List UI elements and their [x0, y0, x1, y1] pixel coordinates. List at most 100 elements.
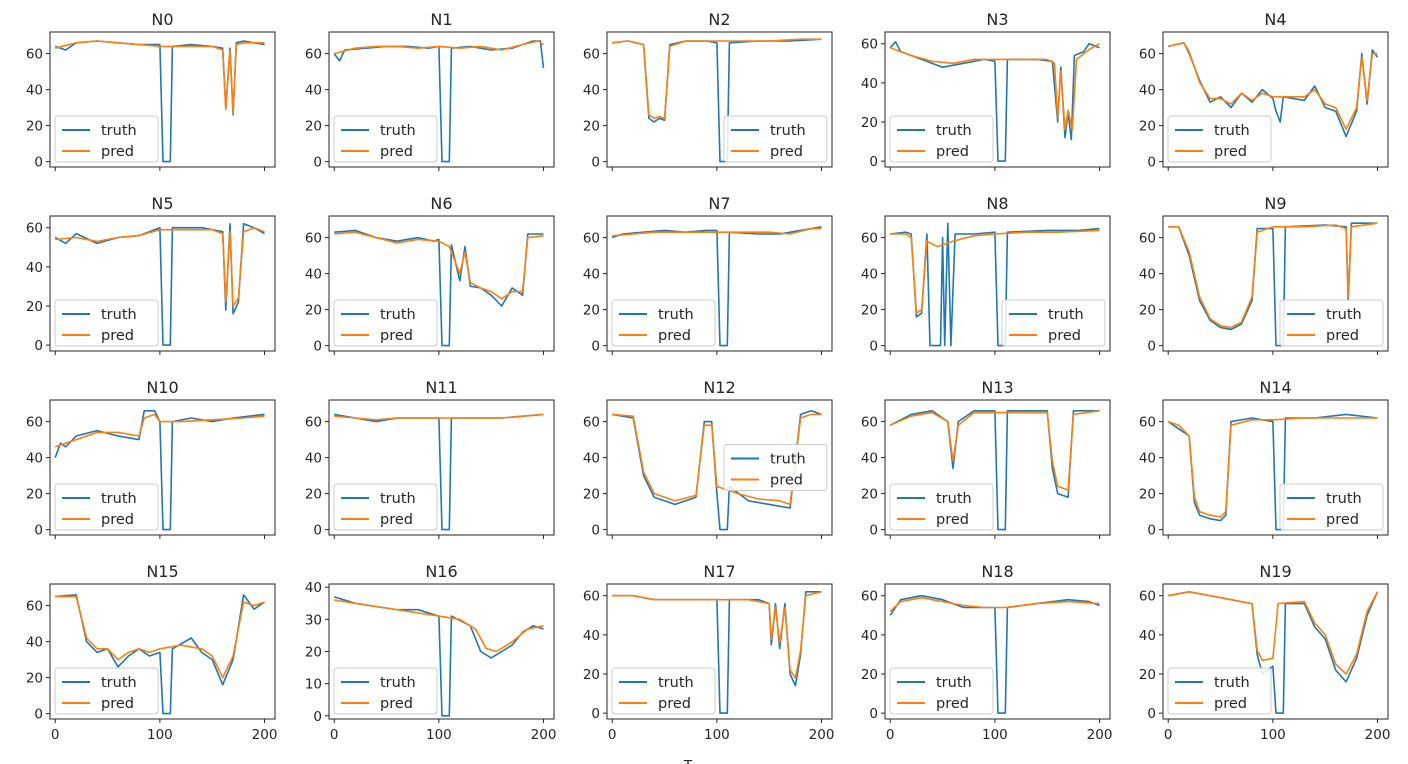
legend: truth pred	[1279, 299, 1384, 347]
axes-frame	[49, 399, 276, 536]
pred-line	[334, 599, 544, 653]
y-tick-label: 20	[583, 303, 600, 319]
x-tick-label: 100	[1260, 727, 1286, 743]
legend: truth pred	[333, 299, 438, 347]
y-tick-label: 0	[1147, 706, 1156, 722]
legend-label-truth: truth	[380, 491, 416, 507]
legend-label-truth: truth	[101, 307, 137, 323]
x-tick-label: 200	[1087, 727, 1113, 743]
subplot-n19: N19 0 20 40 60 0 100 200 truth pred	[1139, 562, 1391, 743]
legend-label-truth: truth	[936, 675, 972, 691]
y-tick-label: 20	[305, 303, 322, 319]
y-tick-label: 60	[861, 589, 878, 605]
y-tick-label: 40	[861, 628, 878, 644]
axes-frame	[884, 399, 1111, 536]
legend-label-pred: pred	[101, 512, 134, 528]
x-tick-label: 200	[531, 727, 557, 743]
y-tick-label: 40	[305, 451, 322, 467]
truth-line	[889, 594, 1100, 714]
panel-title: N17	[703, 562, 735, 581]
y-tick-label: 20	[583, 119, 600, 135]
truth-line	[1168, 222, 1378, 347]
truth-line	[611, 226, 822, 347]
legend: truth pred	[889, 483, 994, 531]
x-tick-label: 0	[608, 727, 617, 743]
axes-frame	[1162, 583, 1389, 720]
y-tick-label: 10	[305, 677, 322, 693]
y-tick-label: 40	[583, 267, 600, 283]
legend-label-truth: truth	[380, 123, 416, 139]
y-tick-label: 60	[861, 415, 878, 431]
axes-frame	[606, 583, 833, 720]
panel-title: N11	[425, 378, 457, 397]
y-tick-label: 0	[591, 706, 600, 722]
legend: truth pred	[611, 667, 716, 715]
legend-label-truth: truth	[770, 452, 806, 468]
y-tick-label: 60	[1139, 589, 1156, 605]
y-tick-label: 40	[26, 451, 43, 467]
legend-label-pred: pred	[936, 696, 969, 712]
subplot-n11: N11 0 20 40 60 truth pred	[305, 378, 555, 539]
panel-title: N8	[986, 194, 1008, 213]
pred-line	[889, 43, 1100, 131]
y-tick-label: 0	[313, 709, 322, 725]
panel-title: N19	[1259, 562, 1291, 581]
y-tick-label: 60	[583, 415, 600, 431]
axes-frame	[1162, 215, 1389, 352]
panel-title: N4	[1264, 10, 1286, 29]
subplot-n9: N9 0 20 40 60 truth pred	[1139, 194, 1389, 355]
axes-frame	[884, 215, 1111, 352]
legend-label-pred: pred	[101, 144, 134, 160]
y-tick-label: 20	[861, 667, 878, 683]
legend-label-pred: pred	[1214, 144, 1247, 160]
pred-line	[334, 231, 544, 300]
y-tick-label: 60	[1139, 231, 1156, 247]
y-tick-label: 20	[26, 487, 43, 503]
legend-label-truth: truth	[380, 307, 416, 323]
subplot-n13: N13 0 20 40 60 truth pred	[861, 378, 1111, 539]
panel-title: N0	[151, 10, 173, 29]
legend-label-truth: truth	[101, 675, 137, 691]
truth-line	[55, 593, 265, 715]
legend-label-truth: truth	[658, 307, 694, 323]
legend-label-truth: truth	[101, 491, 137, 507]
axes-frame	[328, 215, 555, 352]
axes-frame	[606, 215, 833, 352]
pred-line	[55, 226, 265, 307]
legend-label-pred: pred	[1326, 328, 1359, 344]
legend-label-truth: truth	[936, 123, 972, 139]
pred-line	[1168, 590, 1379, 675]
subplot-panels: N00204060truthpredN10204060truthpredN202…	[26, 10, 1391, 743]
subplot-n0: N0 0 20 40 60 truth pred	[26, 10, 276, 171]
y-tick-label: 60	[861, 231, 878, 247]
legend-label-pred: pred	[1048, 328, 1081, 344]
legend-label-truth: truth	[380, 675, 416, 691]
pred-line	[889, 410, 1100, 491]
legend-label-pred: pred	[101, 328, 134, 344]
legend-label-pred: pred	[101, 696, 134, 712]
y-tick-label: 0	[591, 339, 600, 355]
y-tick-label: 20	[861, 487, 878, 503]
legend-label-truth: truth	[770, 123, 806, 139]
legend: truth pred	[54, 483, 159, 531]
x-tick-label: 0	[51, 727, 60, 743]
y-tick-label: 20	[1139, 119, 1156, 135]
axes-frame	[49, 215, 276, 352]
legend-label-truth: truth	[1326, 491, 1362, 507]
legend: truth pred	[1167, 115, 1272, 163]
y-tick-label: 60	[305, 47, 322, 63]
y-tick-label: 40	[583, 451, 600, 467]
x-tick-label: 0	[1164, 727, 1173, 743]
y-tick-label: 20	[583, 487, 600, 503]
subplot-n15: N15 0 20 40 60 0 100 200 truth pred	[26, 562, 278, 743]
subplot-n12: N12 0 20 40 60 truth pred	[583, 378, 833, 539]
panel-title: N14	[1259, 378, 1291, 397]
x-tick-label: 200	[1365, 727, 1391, 743]
pred-line	[612, 38, 822, 120]
y-tick-label: 60	[26, 599, 43, 615]
legend-label-pred: pred	[380, 696, 413, 712]
x-tick-label: 100	[982, 727, 1008, 743]
legend: truth pred	[723, 115, 828, 163]
y-tick-label: 40	[1139, 267, 1156, 283]
